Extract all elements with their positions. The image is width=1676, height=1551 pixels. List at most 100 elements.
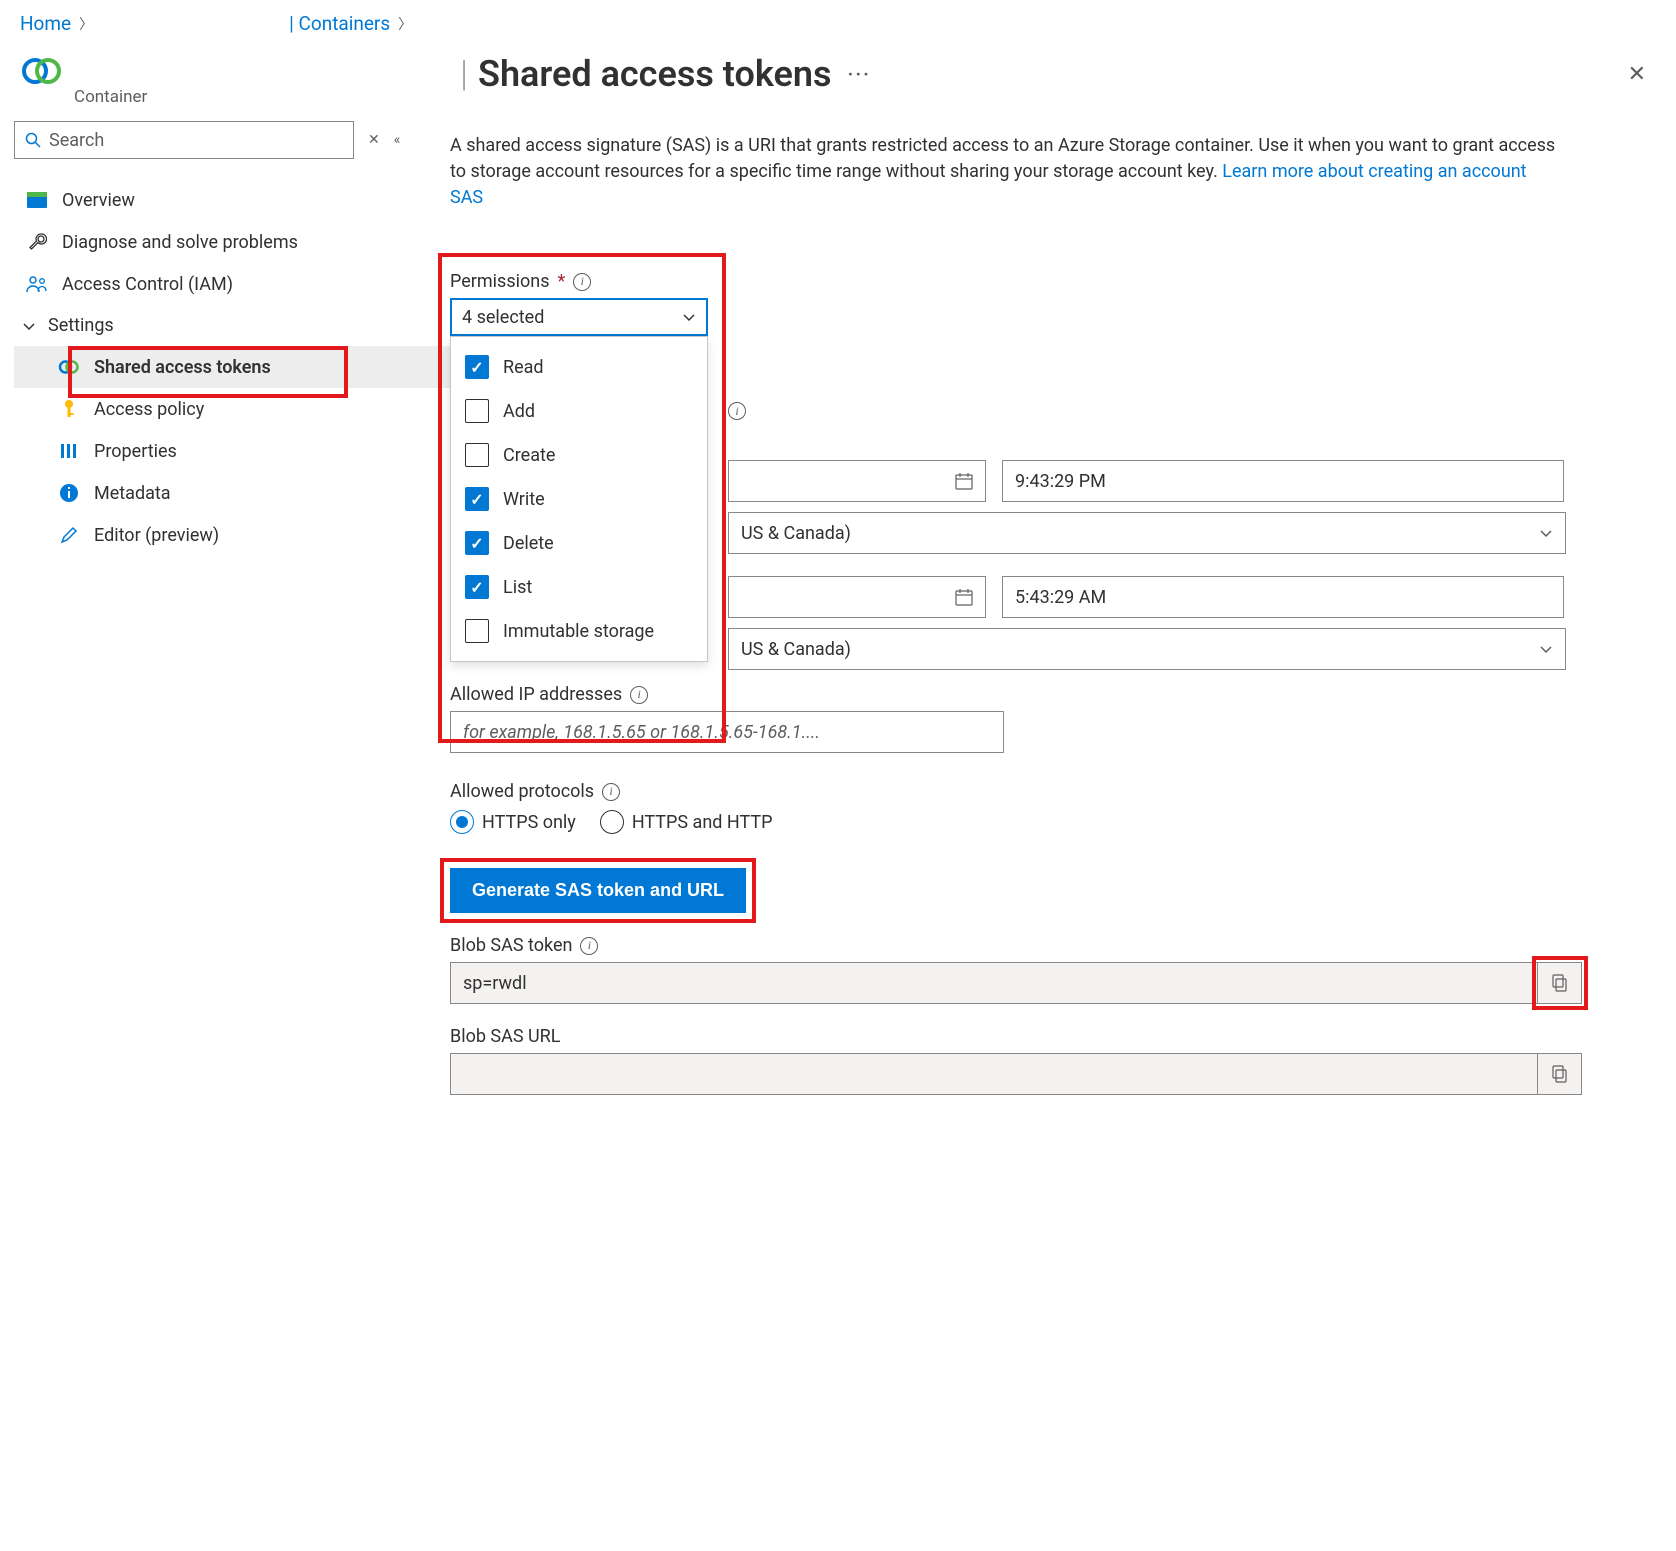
breadcrumb: Home 〉 | Containers 〉 — [0, 0, 1676, 43]
key-icon — [58, 398, 80, 420]
sidebar-search[interactable] — [14, 121, 354, 159]
permissions-select[interactable]: 4 selected — [450, 298, 708, 336]
blob-sas-token-value[interactable]: sp=rwdl — [450, 962, 1538, 1004]
perm-option-add[interactable]: Add — [451, 389, 707, 433]
sidebar-item-access-policy[interactable]: Access policy — [14, 388, 450, 430]
required-star-icon: * — [558, 271, 566, 292]
checkbox-icon — [465, 487, 489, 511]
container-logo-icon — [20, 53, 64, 89]
resource-type-label: Container — [74, 87, 147, 107]
sidebar-item-overview[interactable]: Overview — [14, 179, 450, 221]
info-icon — [58, 482, 80, 504]
wrench-icon — [26, 231, 48, 253]
blob-sas-url-value[interactable] — [450, 1053, 1538, 1095]
chevron-right-icon: 〉 — [79, 14, 93, 34]
blob-sas-url-label: Blob SAS URL — [450, 1026, 1656, 1047]
checkbox-icon — [465, 575, 489, 599]
end-timezone-select[interactable]: US & Canada) — [728, 628, 1566, 670]
sidebar-item-metadata[interactable]: Metadata — [14, 472, 450, 514]
sidebar-item-label: Access Control (IAM) — [62, 274, 233, 295]
info-icon[interactable]: i — [630, 686, 648, 704]
allowed-ip-placeholder: for example, 168.1.5.65 or 168.1.5.65-16… — [463, 722, 820, 743]
radio-icon — [600, 810, 624, 834]
timezone-value: US & Canada) — [741, 523, 851, 544]
sidebar-item-label: Metadata — [94, 483, 171, 504]
properties-icon — [58, 440, 80, 462]
chevron-down-icon — [1539, 642, 1553, 656]
info-icon[interactable]: i — [573, 273, 591, 291]
perm-option-label: Immutable storage — [503, 621, 654, 642]
sidebar-item-iam[interactable]: Access Control (IAM) — [14, 263, 450, 305]
perm-option-label: Delete — [503, 533, 554, 554]
sidebar-item-diagnose[interactable]: Diagnose and solve problems — [14, 221, 450, 263]
checkbox-icon — [465, 443, 489, 467]
chevron-right-icon: 〉 — [398, 14, 412, 34]
chevron-down-icon — [22, 319, 36, 333]
sidebar-item-label: Shared access tokens — [94, 357, 271, 378]
start-date-input[interactable] — [728, 460, 986, 502]
permissions-dropdown: Read Add Create Write Delete — [450, 336, 708, 662]
start-timezone-select[interactable]: US & Canada) — [728, 512, 1566, 554]
sidebar-item-label: Diagnose and solve problems — [62, 232, 298, 253]
perm-option-create[interactable]: Create — [451, 433, 707, 477]
checkbox-icon — [465, 355, 489, 379]
end-time-value: 5:43:29 AM — [1015, 587, 1106, 608]
more-actions-icon[interactable]: ··· — [847, 62, 871, 86]
info-icon[interactable]: i — [602, 783, 620, 801]
perm-option-label: Read — [503, 357, 544, 378]
allowed-ip-input[interactable]: for example, 168.1.5.65 or 168.1.5.65-16… — [450, 711, 1004, 753]
copy-icon — [1551, 974, 1569, 992]
timezone-value: US & Canada) — [741, 639, 851, 660]
copy-sas-url-button[interactable] — [1538, 1053, 1582, 1095]
intro-text: A shared access signature (SAS) is a URI… — [450, 133, 1560, 211]
sidebar-item-shared-access-tokens[interactable]: Shared access tokens — [14, 346, 450, 388]
radio-icon — [450, 810, 474, 834]
main-content: A shared access signature (SAS) is a URI… — [450, 107, 1676, 1135]
permissions-label: Permissions * i — [450, 271, 730, 292]
perm-option-read[interactable]: Read — [451, 345, 707, 389]
perm-option-label: Create — [503, 445, 555, 466]
sidebar-item-properties[interactable]: Properties — [14, 430, 450, 472]
allowed-ip-label: Allowed IP addresses i — [450, 684, 1656, 705]
perm-option-label: Add — [503, 401, 535, 422]
perm-option-label: List — [503, 577, 532, 598]
sidebar-group-settings[interactable]: Settings — [14, 305, 450, 346]
perm-option-delete[interactable]: Delete — [451, 521, 707, 565]
perm-option-immutable[interactable]: Immutable storage — [451, 609, 707, 653]
blob-sas-token-label: Blob SAS token i — [450, 935, 1656, 956]
copy-sas-token-button[interactable] — [1538, 962, 1582, 1004]
info-icon[interactable]: i — [728, 402, 746, 420]
search-input[interactable] — [49, 130, 343, 151]
copy-icon — [1551, 1065, 1569, 1083]
sidebar: ✕ « Overview Diagnose and solve problems… — [0, 107, 450, 1135]
collapse-sidebar-icon[interactable]: « — [394, 132, 401, 148]
close-icon[interactable]: ✕ — [1628, 62, 1656, 87]
clear-search-icon[interactable]: ✕ — [368, 132, 380, 148]
sidebar-item-label: Settings — [48, 315, 114, 336]
allowed-protocols-label: Allowed protocols i — [450, 781, 1656, 802]
sidebar-item-label: Access policy — [94, 399, 204, 420]
breadcrumb-home[interactable]: Home — [20, 12, 71, 35]
breadcrumb-containers[interactable]: | Containers — [289, 12, 390, 35]
radio-label-text: HTTPS only — [482, 812, 576, 833]
search-icon — [25, 132, 41, 148]
calendar-icon — [955, 588, 973, 606]
start-time-input[interactable]: 9:43:29 PM — [1002, 460, 1564, 502]
perm-option-write[interactable]: Write — [451, 477, 707, 521]
perm-option-label: Write — [503, 489, 545, 510]
end-time-input[interactable]: 5:43:29 AM — [1002, 576, 1564, 618]
calendar-icon — [955, 472, 973, 490]
people-icon — [26, 273, 48, 295]
radio-https-and-http[interactable]: HTTPS and HTTP — [600, 810, 773, 834]
checkbox-icon — [465, 619, 489, 643]
info-icon[interactable]: i — [580, 937, 598, 955]
generate-sas-button[interactable]: Generate SAS token and URL — [450, 868, 746, 913]
end-date-input[interactable] — [728, 576, 986, 618]
start-time-value: 9:43:29 PM — [1015, 471, 1106, 492]
sidebar-item-label: Overview — [62, 190, 135, 211]
radio-label-text: HTTPS and HTTP — [632, 812, 773, 833]
sidebar-item-editor[interactable]: Editor (preview) — [14, 514, 450, 556]
perm-option-list[interactable]: List — [451, 565, 707, 609]
link-icon — [58, 356, 80, 378]
radio-https-only[interactable]: HTTPS only — [450, 810, 576, 834]
